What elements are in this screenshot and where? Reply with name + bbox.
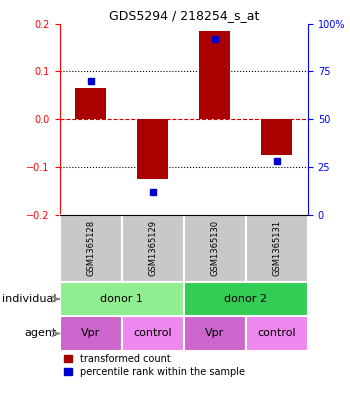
Bar (261, 119, 293, 155)
Bar (122, 215, 184, 282)
Text: GSM1365129: GSM1365129 (148, 220, 157, 276)
Bar (137, 119, 168, 179)
Bar (199, 31, 230, 119)
Text: Vpr: Vpr (205, 329, 224, 338)
Text: GSM1365128: GSM1365128 (86, 220, 95, 276)
Text: GSM1365130: GSM1365130 (210, 220, 219, 276)
Text: control: control (133, 329, 172, 338)
Bar (60, 282, 184, 316)
Text: GSM1365131: GSM1365131 (272, 220, 281, 276)
Text: Vpr: Vpr (81, 329, 100, 338)
Text: donor 2: donor 2 (224, 294, 267, 304)
Bar (184, 282, 308, 316)
Text: agent: agent (24, 329, 56, 338)
Bar (184, 215, 246, 282)
Text: control: control (258, 329, 296, 338)
Bar (184, 316, 246, 351)
Bar (246, 316, 308, 351)
Bar (246, 215, 308, 282)
Title: GDS5294 / 218254_s_at: GDS5294 / 218254_s_at (108, 9, 259, 22)
Bar (122, 316, 184, 351)
Bar (75, 88, 106, 119)
Text: donor 1: donor 1 (100, 294, 143, 304)
Bar (60, 316, 122, 351)
Text: individual: individual (2, 294, 56, 304)
Bar (60, 215, 122, 282)
Legend: transformed count, percentile rank within the sample: transformed count, percentile rank withi… (64, 354, 245, 377)
